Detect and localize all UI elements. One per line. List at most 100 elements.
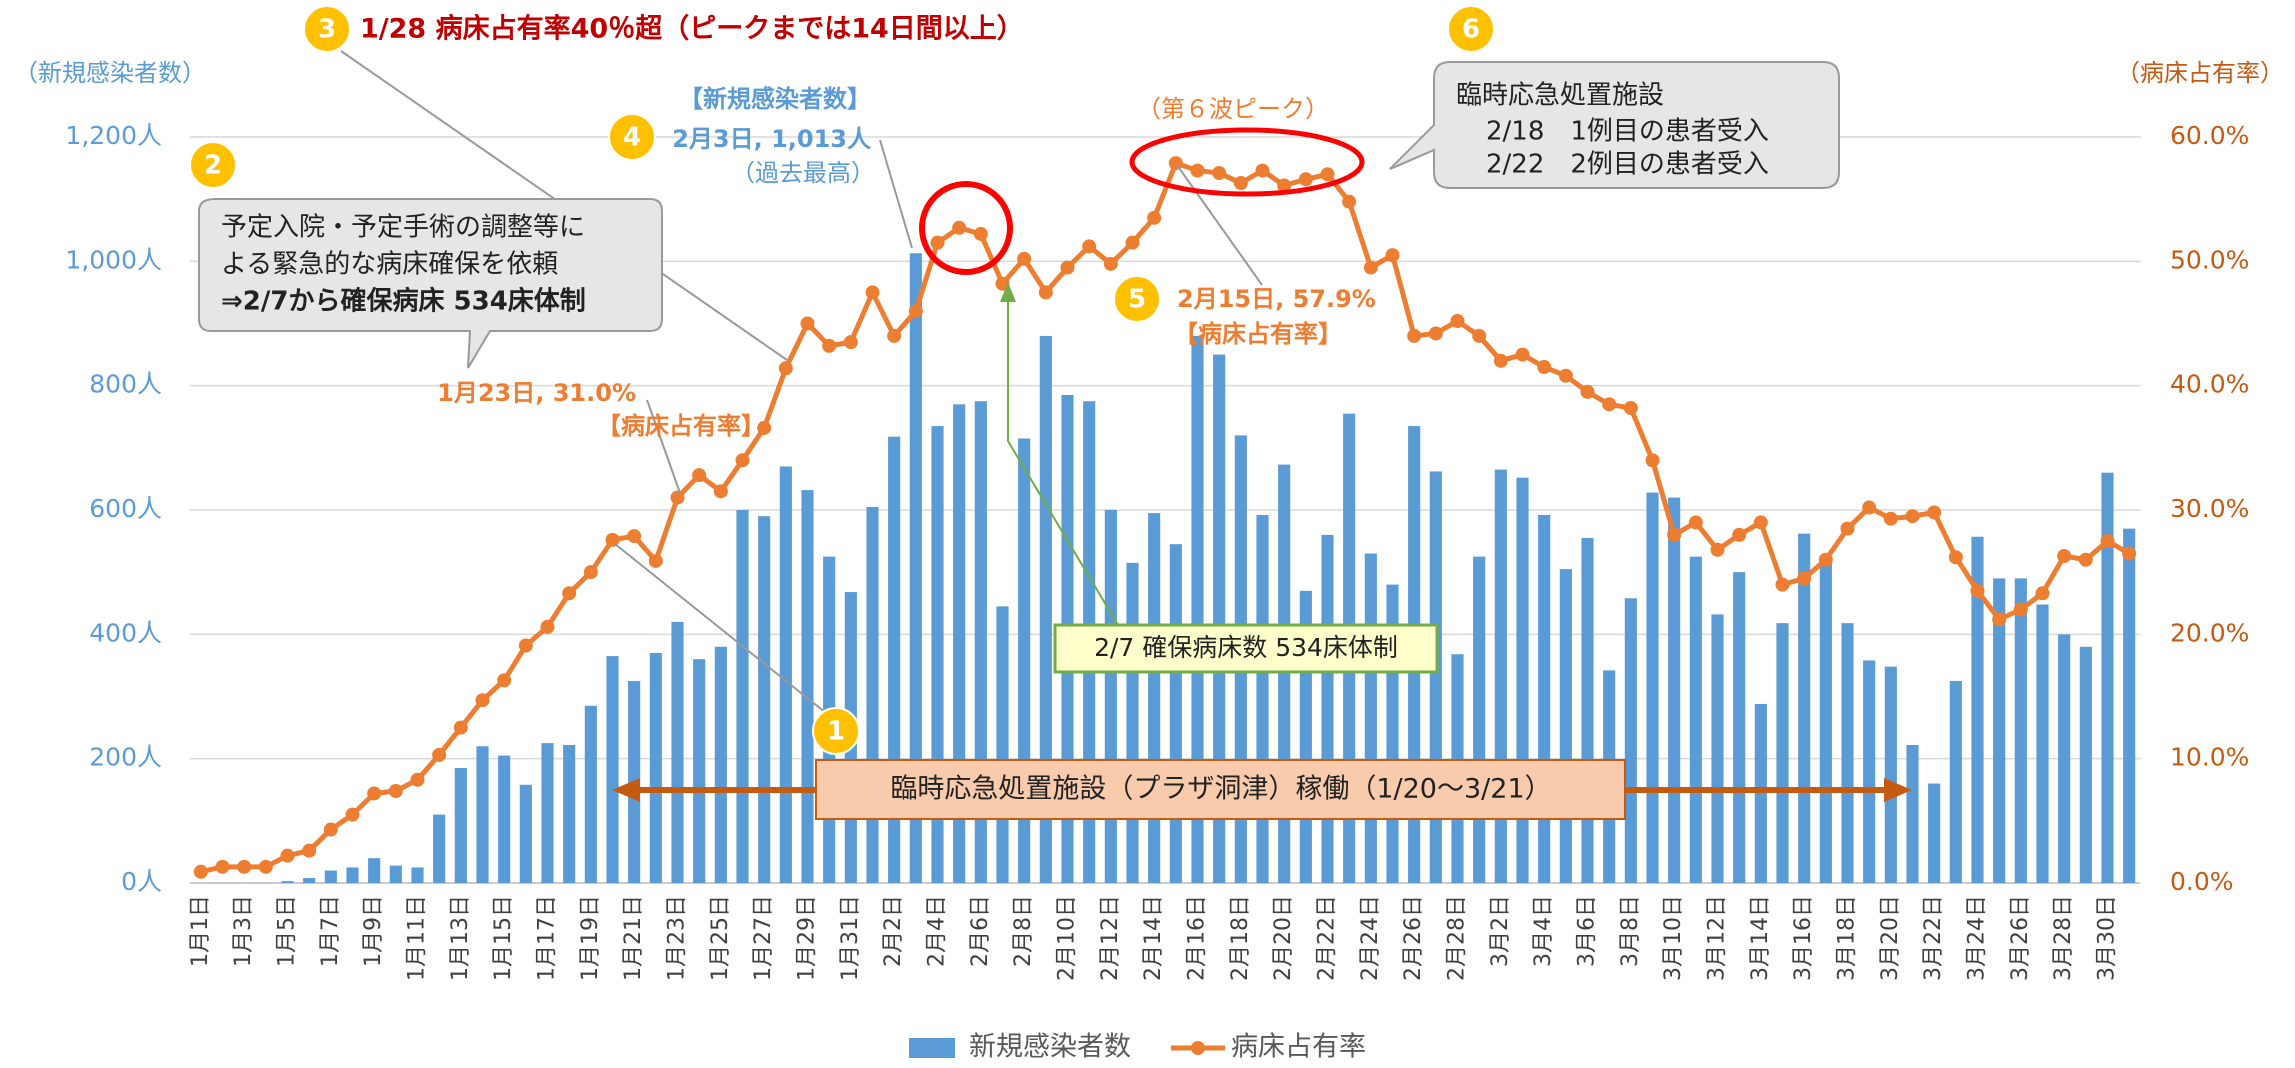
y-tick-label: 800人 [89, 370, 162, 399]
line-marker [1103, 256, 1118, 271]
bar [1538, 514, 1551, 883]
line-marker [1168, 156, 1183, 171]
bar [758, 516, 771, 883]
badge-number: 2 [204, 151, 222, 181]
line-marker [1450, 314, 1465, 329]
bar [1928, 783, 1941, 883]
bar [454, 767, 467, 883]
line-marker [237, 859, 252, 874]
bar [476, 746, 489, 883]
bar [2101, 472, 2114, 883]
line-marker [1645, 453, 1660, 468]
bar [1668, 497, 1681, 883]
line-marker [302, 843, 317, 858]
bar [714, 646, 727, 883]
x-tick-label: 3月4日 [1531, 895, 1556, 967]
bar [1819, 559, 1832, 883]
line-marker [1667, 527, 1682, 542]
bar [736, 510, 749, 883]
bar [1971, 536, 1984, 883]
x-tick-label: 2月22日 [1315, 895, 1340, 981]
annotation: 【病床占有率】 [597, 412, 765, 440]
legend-label: 病床占有率 [1231, 1032, 1366, 1063]
legend-label: 新規感染者数 [969, 1032, 1131, 1063]
leader-line [614, 543, 837, 722]
callout-text: よる緊急的な病床確保を依頼 [221, 250, 558, 280]
bar [1256, 514, 1269, 883]
line-marker [1753, 515, 1768, 530]
bar [649, 652, 662, 883]
bar [1754, 703, 1767, 883]
overlay: 2/7 確保病床数 534床体制 臨時応急処置施設（プラザ洞津）稼働（1/20～… [612, 282, 1912, 820]
bar [1148, 513, 1161, 883]
y2-tick-label: 40.0% [2170, 370, 2249, 399]
line-marker [973, 226, 988, 241]
line-marker [1190, 163, 1205, 178]
line-marker [778, 361, 793, 376]
callout-text: 2/18 1例目の患者受入 [1486, 117, 1769, 147]
line-marker [1732, 527, 1747, 542]
line-marker [193, 864, 208, 879]
x-tick-label: 1月29日 [795, 895, 820, 981]
plot-area: 0人 200人 400人 600人 800人 1,000人 1,200人 0.0% 10.0% 2… [65, 121, 2249, 1063]
line-marker [865, 285, 880, 300]
line-marker [1818, 552, 1833, 567]
bar [1689, 556, 1702, 883]
badge-number: 3 [318, 15, 336, 45]
line-marker [497, 673, 512, 688]
y2-axis-label: （病床占有率） [2116, 59, 2284, 87]
line-marker [1688, 515, 1703, 530]
line-marker [1298, 172, 1313, 187]
line-marker [258, 859, 273, 874]
y2-tick-label: 60.0% [2170, 121, 2249, 150]
line-marker [670, 490, 685, 505]
y-tick-label: 0人 [121, 867, 162, 896]
x-tick-label: 1月3日 [231, 895, 256, 967]
badge-number: 4 [623, 123, 641, 153]
x-tick-label: 1月9日 [361, 895, 386, 967]
bar [281, 881, 294, 883]
bar [1473, 556, 1486, 883]
line-marker [1992, 612, 2007, 627]
x-tick-label: 1月21日 [621, 895, 646, 981]
line-marker [757, 420, 772, 435]
x-tick-label: 3月24日 [1965, 895, 1990, 981]
callout-text: 予定入院・予定手術の調整等に [221, 213, 585, 243]
bar [866, 506, 879, 883]
callout-text: 2/22 2例目の患者受入 [1486, 150, 1769, 180]
x-tick-label: 2月14日 [1141, 895, 1166, 981]
bar [801, 490, 814, 883]
x-tick-label: 1月13日 [448, 895, 473, 981]
bar [1776, 623, 1789, 883]
bar [2036, 604, 2049, 883]
line-marker [1385, 248, 1400, 263]
bar [1624, 598, 1637, 883]
arrow [1007, 300, 1119, 626]
leader-line [1176, 164, 1263, 286]
bar [1516, 477, 1529, 883]
bar [1126, 562, 1139, 883]
x-tick-label: 3月12日 [1705, 895, 1730, 981]
note-box [815, 759, 1626, 820]
line-marker [1233, 176, 1248, 191]
note-box [1053, 623, 1439, 674]
line-marker [1407, 328, 1422, 343]
line-marker [887, 328, 902, 343]
line-marker [1212, 166, 1227, 181]
x-tick-label: 3月10日 [1661, 895, 1686, 981]
line-marker [1125, 235, 1140, 250]
line-marker [692, 468, 707, 483]
line-marker [1797, 571, 1812, 586]
bar [1278, 464, 1291, 883]
y2-tick-label: 30.0% [2170, 494, 2249, 523]
y-tick-label: 1,200人 [65, 121, 162, 150]
y2-tick-label: 50.0% [2170, 245, 2249, 274]
bar [606, 656, 619, 883]
bar [368, 858, 381, 883]
line-marker [562, 586, 577, 601]
annotation: 2月15日, 57.9% [1177, 285, 1376, 313]
bar [498, 755, 511, 883]
line-marker [735, 453, 750, 468]
line-marker [1710, 542, 1725, 557]
